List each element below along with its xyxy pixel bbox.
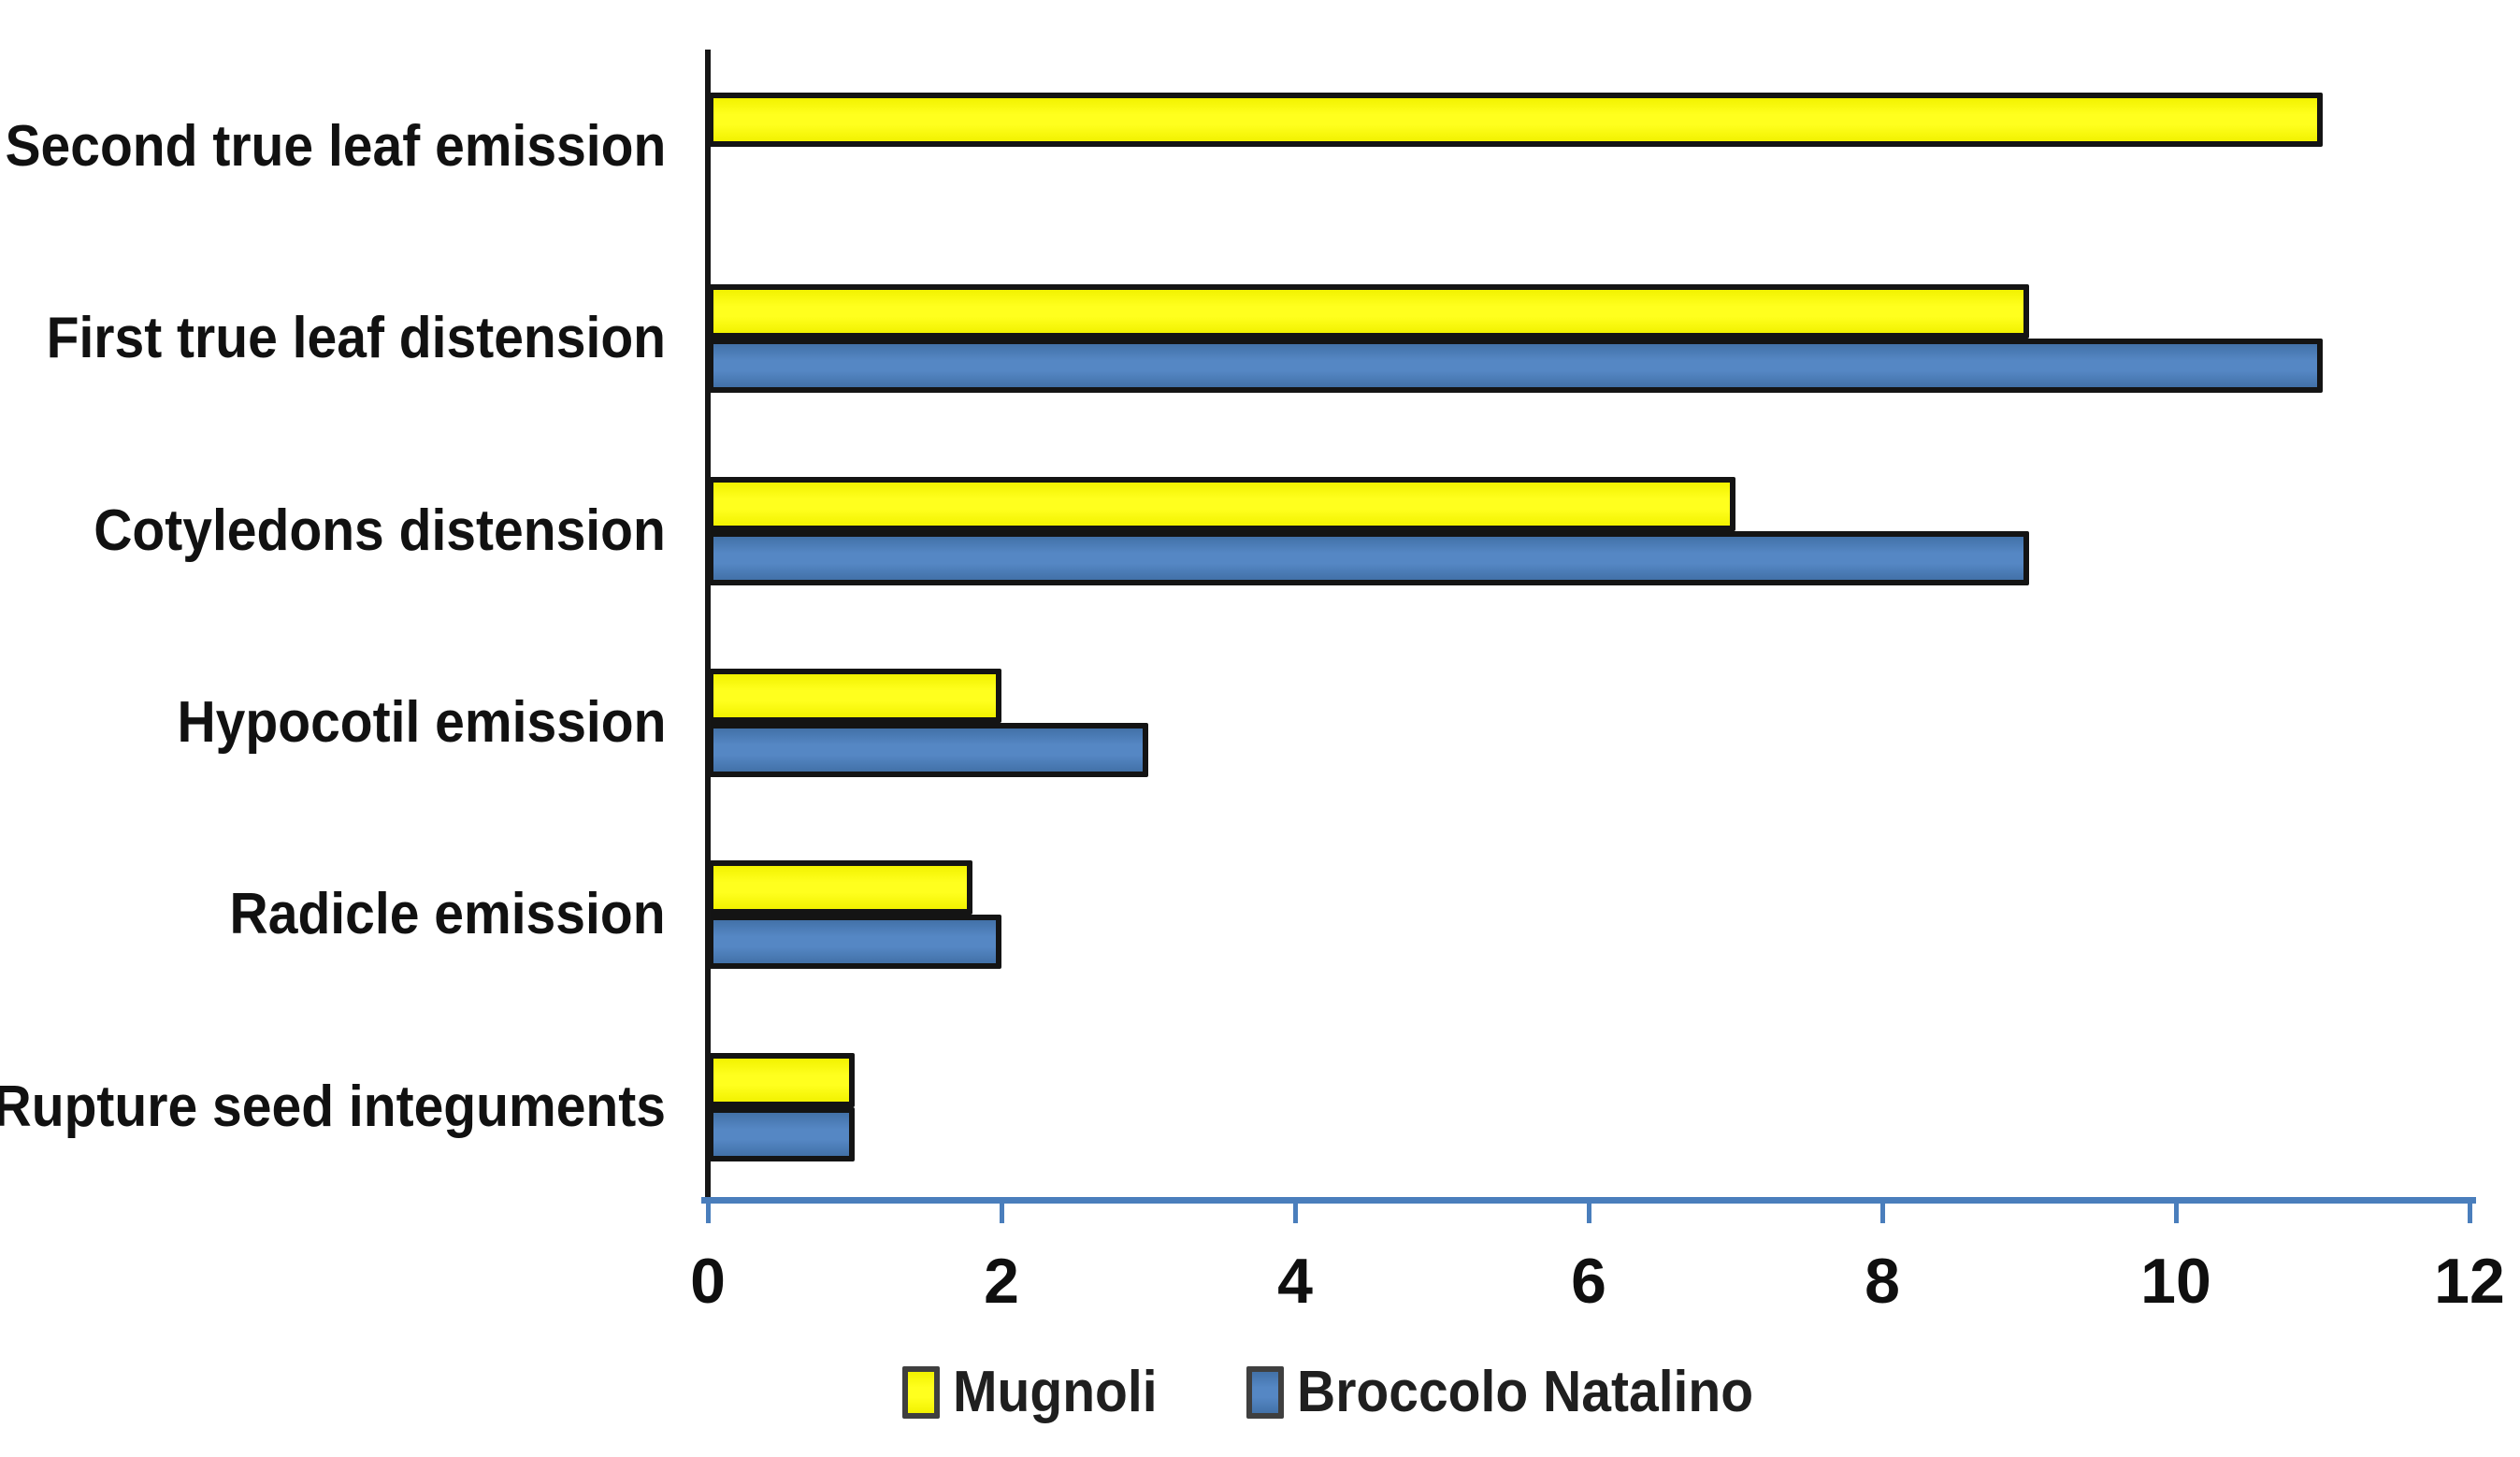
category-label: Radicle emission bbox=[229, 882, 666, 947]
bar-broccolo-natalino bbox=[708, 1106, 855, 1161]
x-axis-line bbox=[701, 1197, 2476, 1204]
legend-swatch-broccolo-natalino bbox=[1246, 1366, 1284, 1419]
bar-mugnoli bbox=[708, 93, 2323, 147]
x-axis-tick bbox=[706, 1204, 711, 1223]
x-tick-label: 0 bbox=[690, 1246, 726, 1317]
bar-broccolo-natalino bbox=[708, 722, 1148, 777]
bar-mugnoli bbox=[708, 668, 1001, 723]
x-tick-label: 12 bbox=[2434, 1246, 2505, 1317]
legend: Mugnoli Broccolo Natalino bbox=[902, 1363, 1793, 1421]
bar-broccolo-natalino bbox=[708, 530, 2029, 585]
bar-mugnoli bbox=[708, 476, 1735, 531]
category-label: Cotyledons distension bbox=[94, 498, 666, 563]
bar-broccolo-natalino bbox=[708, 915, 1001, 970]
x-tick-label: 8 bbox=[1865, 1246, 1900, 1317]
x-tick-label: 6 bbox=[1571, 1246, 1606, 1317]
legend-label: Mugnoli bbox=[953, 1360, 1158, 1424]
x-axis-tick bbox=[2468, 1204, 2472, 1223]
legend-item: Mugnoli bbox=[902, 1363, 1175, 1421]
legend-swatch-mugnoli bbox=[902, 1366, 940, 1419]
y-axis-line bbox=[705, 50, 711, 1202]
legend-label: Broccolo Natalino bbox=[1296, 1360, 1753, 1424]
category-label: Second true leaf emission bbox=[5, 114, 666, 179]
x-axis-tick bbox=[1587, 1204, 1591, 1223]
bar-mugnoli bbox=[708, 1052, 855, 1107]
x-tick-label: 4 bbox=[1277, 1246, 1313, 1317]
x-axis-tick bbox=[1293, 1204, 1298, 1223]
category-label: Hypocotil emission bbox=[177, 689, 666, 755]
bar-broccolo-natalino bbox=[708, 339, 2323, 394]
category-label: First true leaf distension bbox=[46, 306, 666, 371]
bar-mugnoli bbox=[708, 860, 972, 916]
x-axis-tick bbox=[1000, 1204, 1004, 1223]
bar-mugnoli bbox=[708, 284, 2029, 339]
x-tick-label: 2 bbox=[984, 1246, 1019, 1317]
x-axis-tick bbox=[2174, 1204, 2179, 1223]
legend-item: Broccolo Natalino bbox=[1246, 1363, 1793, 1421]
x-tick-label: 10 bbox=[2140, 1246, 2211, 1317]
x-axis-tick bbox=[1880, 1204, 1885, 1223]
category-label: Rupture seed integuments bbox=[0, 1074, 666, 1139]
